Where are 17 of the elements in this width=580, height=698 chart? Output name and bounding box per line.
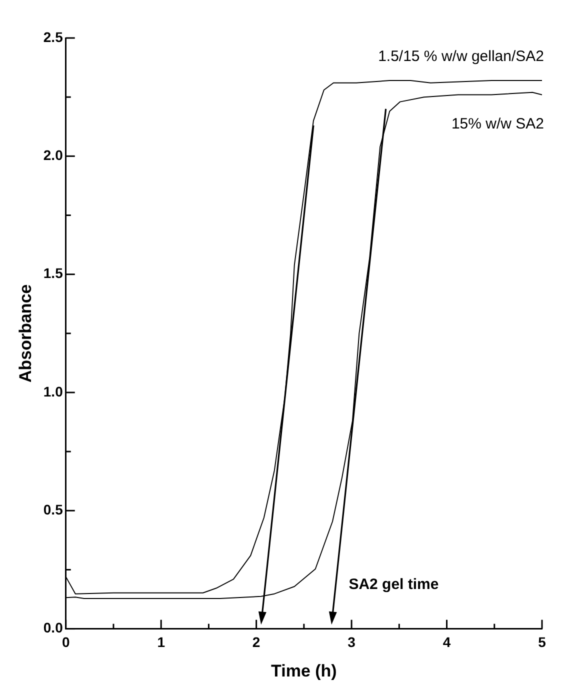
y-tick-label: 2.5 <box>43 28 64 45</box>
y-tick-label: 1.0 <box>43 383 64 400</box>
y-tick-label: 2.0 <box>43 147 64 164</box>
x-tick-label: 4 <box>442 634 451 650</box>
x-tick-label: 0 <box>62 634 70 650</box>
y-tick-label: 0.0 <box>43 620 64 636</box>
y-axis-title: Absorbance <box>16 284 35 383</box>
series-label: 1.5/15 % w/w gellan/SA2 <box>378 48 544 66</box>
x-tick-label: 5 <box>538 634 546 650</box>
x-tick-label: 2 <box>252 634 260 650</box>
x-tick-label: 1 <box>157 634 166 650</box>
x-axis-title: Time (h) <box>271 661 337 680</box>
annotation: SA2 gel time <box>348 576 439 594</box>
y-tick-label: 0.5 <box>43 502 64 518</box>
x-tick-label: 3 <box>348 634 356 650</box>
series-label: 15% w/w SA2 <box>451 115 544 132</box>
y-tick-label: 1.5 <box>43 265 64 282</box>
